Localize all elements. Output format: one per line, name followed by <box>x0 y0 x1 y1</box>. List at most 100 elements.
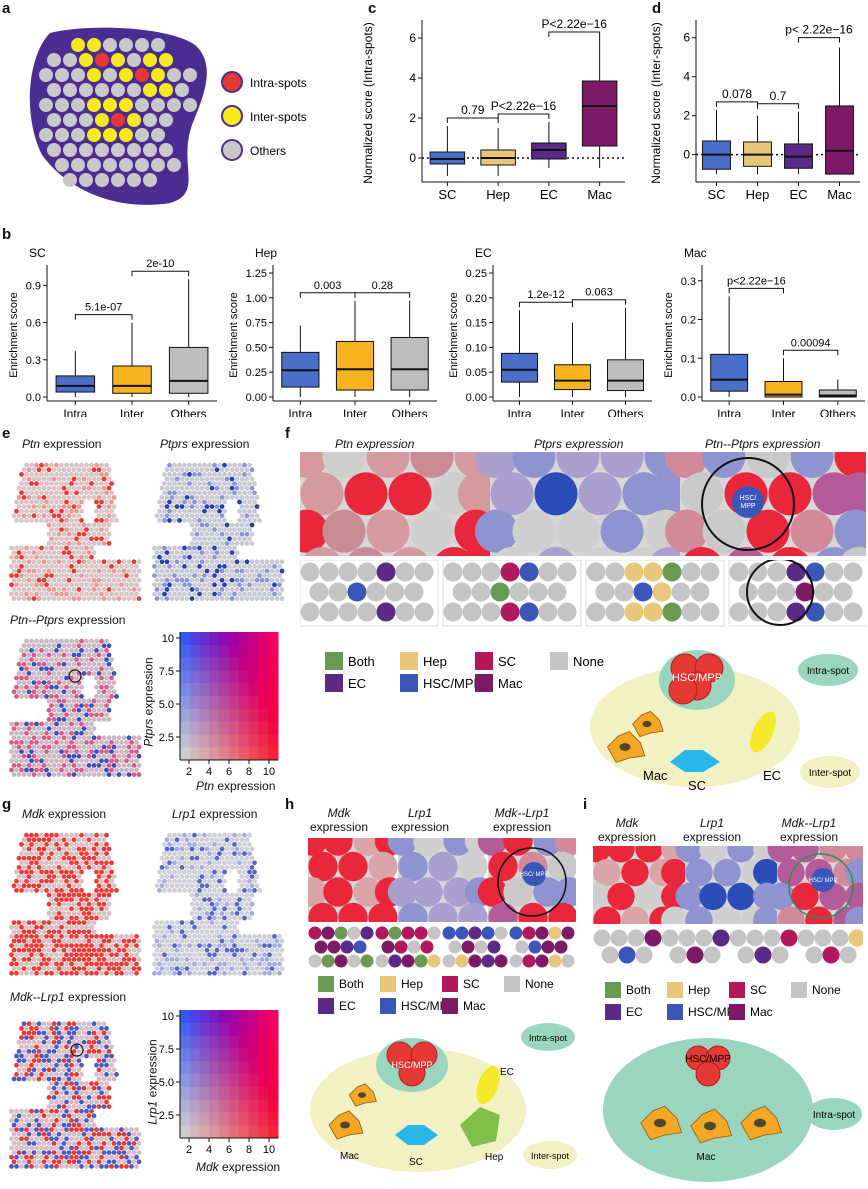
expression-spot <box>94 943 99 948</box>
expression-spot <box>19 554 24 560</box>
expression-spot <box>274 947 280 953</box>
expression-spot <box>84 934 89 939</box>
expression-spot <box>84 638 89 644</box>
expression-spot <box>242 573 247 578</box>
expression-spot <box>64 878 69 884</box>
i-col3-title: Mdk--Lrp1 expression <box>779 816 839 844</box>
expression-spot <box>41 744 47 750</box>
ptn-ptprs-expression-map <box>9 638 142 777</box>
expression-spot <box>197 842 202 847</box>
celltype-spot <box>375 954 389 968</box>
expression-spot <box>259 568 265 574</box>
expression-spot <box>14 869 19 875</box>
celltype-spot <box>388 954 402 968</box>
expression-spot <box>39 1136 44 1142</box>
expression-spot <box>64 906 69 912</box>
expression-spot <box>194 855 200 861</box>
expression-spot <box>227 582 232 588</box>
expression-spot <box>51 753 57 759</box>
expression-spot <box>131 559 137 565</box>
expression-spot <box>152 582 157 588</box>
expression-spot <box>74 1026 79 1031</box>
expression-spot <box>182 878 187 884</box>
expression-spot <box>26 689 32 695</box>
expression-spot <box>197 943 202 948</box>
expression-spot <box>21 1049 27 1054</box>
expression-spot <box>14 878 19 884</box>
expression-spot <box>197 582 202 588</box>
expression-spot <box>54 1164 59 1169</box>
expression-spot <box>66 495 72 500</box>
expression-spot <box>182 934 187 939</box>
expression-spot <box>86 966 92 971</box>
expression-spot <box>164 874 170 879</box>
expression-spot <box>204 947 210 953</box>
celltype-spot <box>729 929 747 947</box>
expression-spot <box>204 596 210 601</box>
expression-spot <box>54 499 59 505</box>
expression-spot <box>41 680 47 685</box>
expression-spot <box>184 938 190 944</box>
expression-spot <box>247 970 252 976</box>
expression-spot <box>69 1127 74 1132</box>
expression-spot <box>91 1122 97 1128</box>
expression-spot <box>114 591 119 597</box>
heat-cell <box>229 734 240 748</box>
expression-spot <box>46 652 52 658</box>
expression-spot <box>192 518 197 523</box>
expression-spot <box>272 934 277 939</box>
expression-spot <box>126 1159 132 1165</box>
expression-spot <box>237 472 242 477</box>
zoom-spot <box>488 851 518 882</box>
expression-spot <box>69 481 74 486</box>
expression-spot <box>66 587 72 592</box>
expression-spot <box>39 472 44 477</box>
expression-spot <box>81 938 87 944</box>
celltype-spot <box>703 946 721 964</box>
heat-x-tick-label: 8 <box>246 1144 252 1156</box>
expression-spot <box>29 508 34 514</box>
expression-spot <box>26 938 32 944</box>
expression-spot <box>202 970 207 976</box>
expression-spot <box>61 1131 67 1137</box>
expression-spot <box>94 860 99 866</box>
expression-spot <box>86 1159 92 1165</box>
expression-spot <box>66 476 72 482</box>
expression-spot <box>96 911 102 916</box>
heat-cell <box>258 1048 269 1062</box>
expression-spot <box>219 568 225 574</box>
expression-spot <box>46 587 52 592</box>
zoom-spot <box>304 547 340 556</box>
expression-spot <box>232 943 237 948</box>
expression-spot <box>26 874 32 879</box>
expression-spot <box>172 573 177 578</box>
heat-cell <box>199 1035 210 1049</box>
expression-spot <box>99 527 104 532</box>
heat-cell <box>180 1125 191 1139</box>
expression-spot <box>106 661 112 667</box>
expression-spot <box>41 485 47 491</box>
expression-spot <box>61 837 67 843</box>
expression-spot <box>46 947 52 953</box>
expression-spot <box>222 897 227 902</box>
celltype-spot <box>771 946 789 964</box>
expression-spot <box>54 878 59 884</box>
expression-spot <box>202 878 207 884</box>
expression-spot <box>214 846 220 852</box>
expression-spot <box>59 832 64 838</box>
expression-spot <box>81 467 87 473</box>
expression-spot <box>56 920 62 925</box>
expression-spot <box>169 938 175 944</box>
expression-spot <box>162 943 167 948</box>
expression-spot <box>109 490 114 496</box>
heat-cell <box>229 1099 240 1113</box>
expression-spot <box>101 892 107 898</box>
expression-spot <box>19 545 24 551</box>
expression-spot <box>96 1104 102 1109</box>
expression-spot <box>274 577 280 583</box>
expression-spot <box>31 568 37 574</box>
e-heat-xlabel: Ptn expression <box>196 779 276 793</box>
expression-spot <box>136 966 142 971</box>
legend-others-label: Others <box>250 144 286 158</box>
expression-spot <box>101 568 107 574</box>
